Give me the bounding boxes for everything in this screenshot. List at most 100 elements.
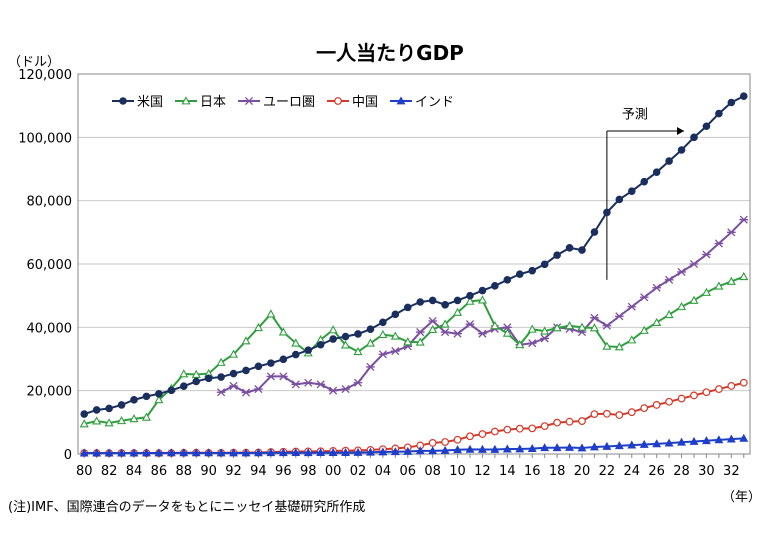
legend-item: 日本 <box>175 95 226 110</box>
data-point <box>677 302 687 311</box>
data-point <box>192 377 201 386</box>
data-point <box>167 386 176 395</box>
data-point <box>303 448 313 457</box>
data-point <box>141 412 151 421</box>
data-point <box>714 281 724 290</box>
x-tick-label: 82 <box>101 464 118 479</box>
data-point <box>142 392 151 401</box>
data-point <box>515 270 524 278</box>
legend-item: ユーロ圏 <box>238 95 315 110</box>
data-point <box>328 325 338 334</box>
data-point <box>702 250 711 259</box>
data-point <box>396 96 406 105</box>
data-point <box>191 369 201 378</box>
x-tick-label: 80 <box>76 464 93 479</box>
data-point <box>677 437 687 446</box>
y-tick-label: 80,000 <box>27 195 73 210</box>
data-point <box>254 385 263 394</box>
data-point <box>366 325 375 334</box>
data-point <box>181 96 191 105</box>
data-point <box>589 442 599 451</box>
data-point <box>129 448 139 457</box>
x-tick-label: 14 <box>499 464 516 479</box>
data-point <box>690 391 698 400</box>
data-point <box>652 439 662 448</box>
data-point <box>466 432 474 441</box>
data-point <box>640 177 649 186</box>
data-point <box>303 378 313 387</box>
data-point <box>477 295 487 304</box>
data-point <box>453 435 462 444</box>
data-point <box>565 321 575 330</box>
data-point <box>441 438 450 446</box>
data-point <box>565 244 574 252</box>
series-2 <box>216 215 749 397</box>
x-tick-label: 94 <box>250 464 267 479</box>
data-point <box>689 295 699 304</box>
data-point <box>341 340 351 349</box>
data-point <box>390 331 400 340</box>
data-point <box>652 401 661 409</box>
data-point <box>615 312 624 321</box>
legend-item: 米国 <box>112 95 163 110</box>
series-0 <box>80 92 748 418</box>
data-point <box>590 228 599 236</box>
forecast-annotation: 予測 <box>606 107 685 280</box>
x-tick-label: 04 <box>375 464 392 479</box>
data-point <box>428 316 437 326</box>
x-tick-label: 18 <box>549 464 566 479</box>
legend-label: 中国 <box>352 95 378 110</box>
data-point <box>615 411 624 419</box>
data-point <box>266 309 276 318</box>
data-point <box>328 447 338 456</box>
data-point <box>664 438 674 447</box>
data-point <box>141 448 151 457</box>
plot-frame <box>77 73 751 455</box>
data-point <box>589 323 599 332</box>
data-point <box>378 329 388 339</box>
data-point <box>217 373 225 381</box>
data-point <box>602 321 612 330</box>
data-point <box>229 369 238 378</box>
x-tick-labels: 80 82 84 86 88 90 92 94 96 98 00 02 04 06 08 10 12 14 16 18… <box>76 464 740 479</box>
data-point <box>266 448 276 457</box>
data-point <box>528 424 537 433</box>
data-point <box>130 396 138 404</box>
data-point <box>278 327 288 336</box>
x-tick-label: 10 <box>449 464 466 479</box>
data-point <box>117 401 126 409</box>
data-point <box>739 92 748 100</box>
data-point <box>490 427 499 436</box>
series-line <box>220 218 745 394</box>
data-point <box>329 335 337 343</box>
data-point <box>727 98 736 107</box>
data-point <box>191 448 201 457</box>
data-point <box>478 329 487 338</box>
data-point <box>701 287 711 296</box>
data-point <box>253 322 263 332</box>
data-point <box>428 446 438 455</box>
data-point <box>652 168 661 176</box>
data-point <box>365 338 375 347</box>
x-tick-label: 12 <box>474 464 491 479</box>
data-point <box>154 448 164 457</box>
y-tick-label: 0 <box>64 448 72 463</box>
data-point <box>490 321 500 330</box>
data-point <box>341 332 350 341</box>
data-point <box>590 313 599 322</box>
source-note: (注)IMF、国際連合のデータをもとにニッセイ基礎研究所作成 <box>8 499 365 515</box>
data-point <box>79 419 89 428</box>
data-point <box>677 394 686 403</box>
data-point <box>640 404 649 412</box>
x-tick-label: 92 <box>225 464 242 479</box>
data-point <box>378 447 388 456</box>
data-point <box>465 444 475 453</box>
data-point <box>415 446 425 455</box>
data-point <box>726 434 736 443</box>
data-point <box>689 259 699 269</box>
data-point <box>204 448 214 457</box>
data-point <box>739 378 748 387</box>
data-point <box>527 339 537 348</box>
data-point <box>254 362 263 371</box>
